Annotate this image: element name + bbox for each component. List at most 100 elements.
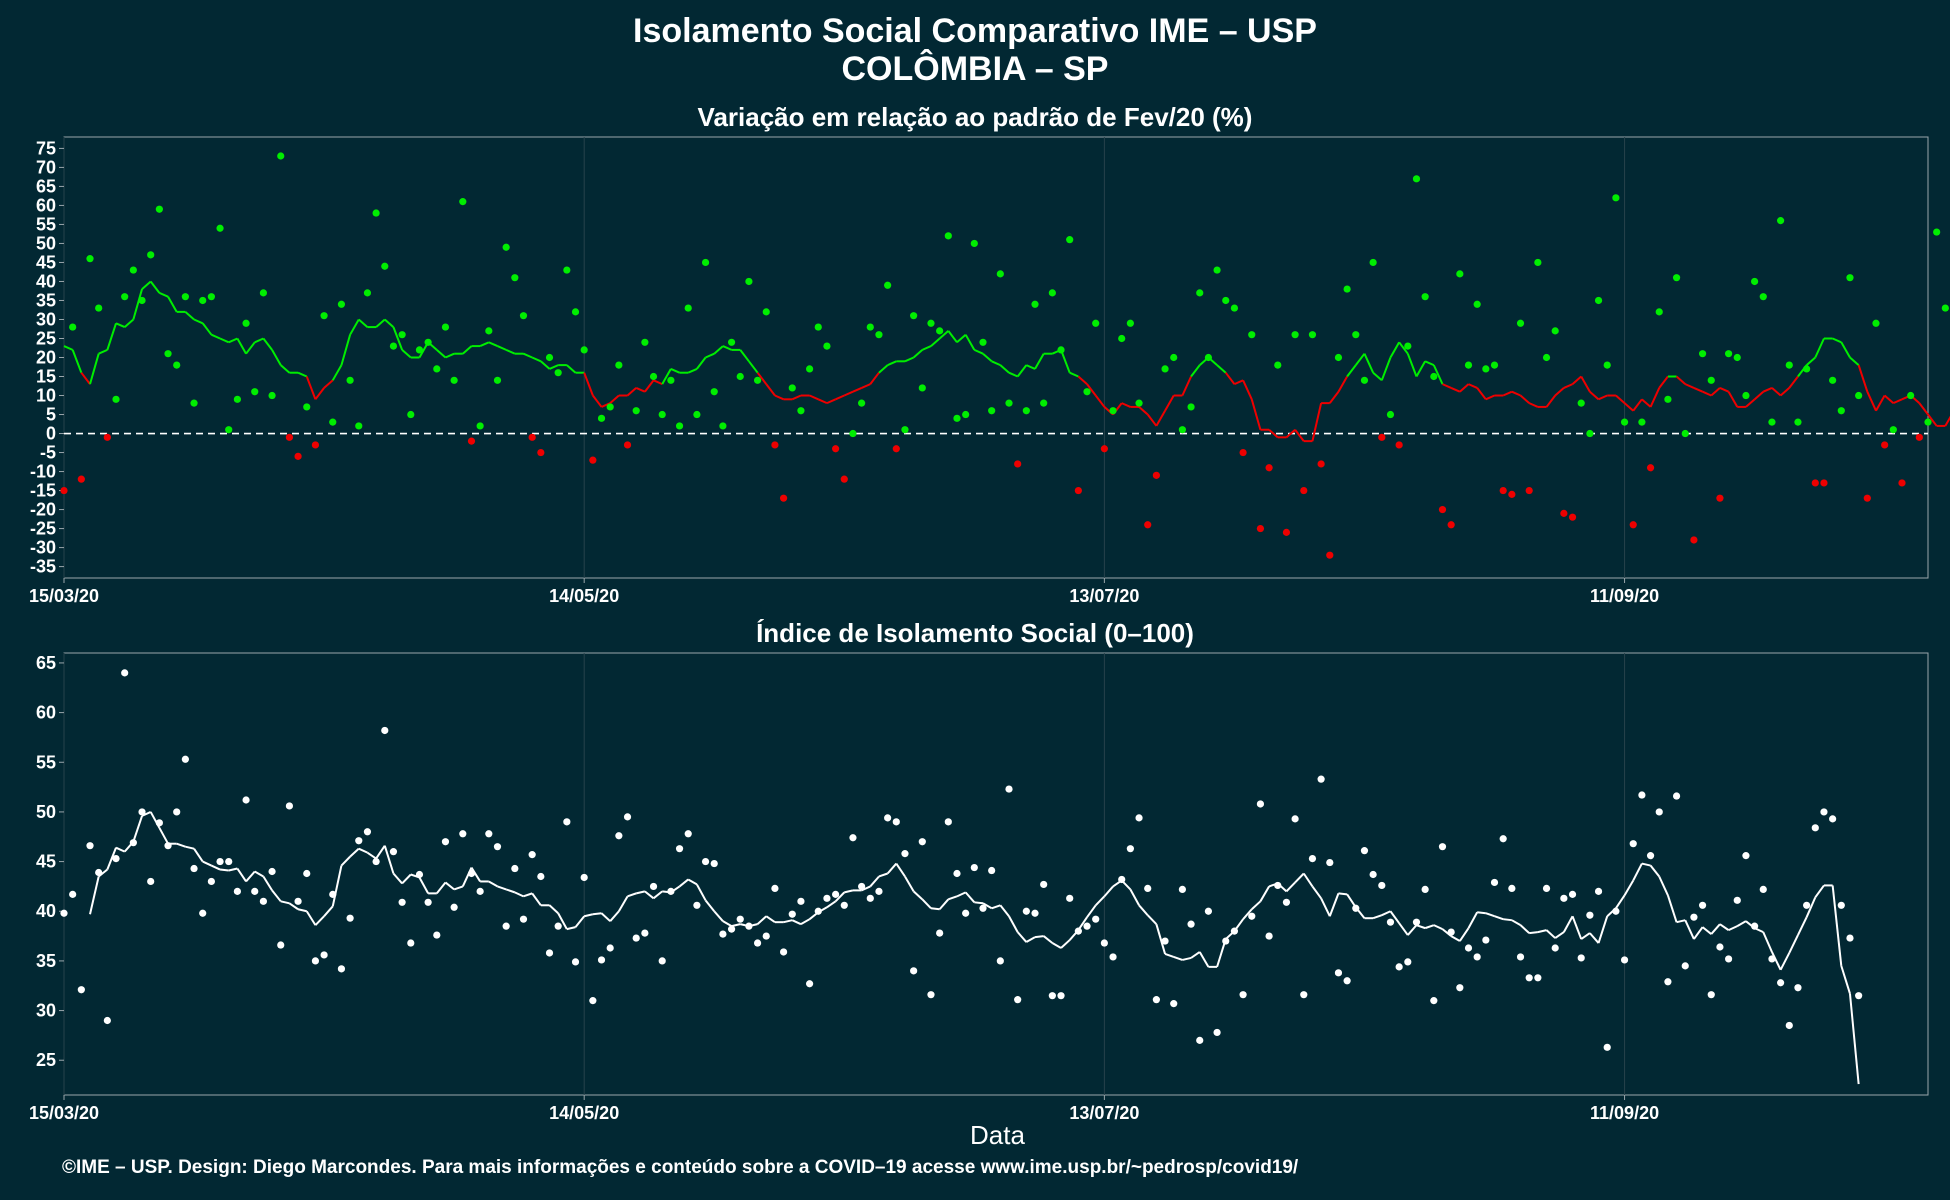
rolling-line-segment xyxy=(765,915,776,923)
rolling-line-segment xyxy=(1389,341,1401,358)
rolling-line-segment xyxy=(964,334,976,351)
y-tick-label: 75 xyxy=(36,138,56,158)
data-point xyxy=(684,304,692,312)
rolling-line-segment xyxy=(98,348,108,355)
rolling-line-segment xyxy=(921,345,932,351)
data-point xyxy=(233,395,241,403)
rolling-line-segment xyxy=(176,842,186,848)
data-point xyxy=(1482,936,1490,944)
data-point xyxy=(1612,194,1620,202)
rolling-line-segment xyxy=(1442,383,1452,389)
rolling-line-segment xyxy=(1814,338,1825,358)
rolling-line-segment xyxy=(1485,912,1495,918)
data-point xyxy=(1855,391,1863,400)
data-point xyxy=(1560,509,1568,517)
rolling-line-segment xyxy=(401,349,412,359)
data-point xyxy=(268,867,276,876)
data-point xyxy=(103,433,111,441)
rolling-line-segment xyxy=(1719,923,1730,931)
rolling-line-segment xyxy=(505,888,516,894)
data-point xyxy=(545,353,554,362)
data-point xyxy=(1568,890,1577,898)
rolling-line-segment xyxy=(1294,872,1305,884)
data-point xyxy=(199,909,207,917)
rolling-line-segment xyxy=(1346,364,1357,378)
rolling-line-segment xyxy=(1649,387,1661,408)
rolling-line-segment xyxy=(1086,383,1097,397)
rolling-line-segment xyxy=(331,865,343,907)
data-point xyxy=(927,991,935,999)
rolling-line-segment xyxy=(1407,924,1418,936)
rolling-line-segment xyxy=(1381,910,1391,917)
data-point xyxy=(910,312,918,320)
rolling-line-segment xyxy=(1008,371,1019,378)
data-point xyxy=(216,224,224,232)
data-point xyxy=(1516,953,1525,961)
data-point xyxy=(1118,875,1126,884)
data-point xyxy=(1742,852,1750,860)
data-point xyxy=(1057,346,1065,354)
rolling-line-segment xyxy=(488,341,498,348)
data-point xyxy=(389,848,398,856)
data-point xyxy=(1560,894,1568,902)
rolling-line-segment xyxy=(63,345,74,351)
data-point xyxy=(1066,894,1074,902)
data-point xyxy=(1326,858,1334,867)
rolling-line-segment xyxy=(635,386,646,393)
rolling-line-segment xyxy=(722,920,733,928)
data-point xyxy=(207,877,215,886)
data-point xyxy=(1664,978,1672,986)
rolling-line-segment xyxy=(1641,862,1651,867)
rolling-line-segment xyxy=(1615,394,1626,404)
data-point xyxy=(1022,407,1030,415)
rolling-line-segment xyxy=(1554,931,1565,939)
data-point xyxy=(1777,979,1785,987)
rolling-line-segment xyxy=(1589,390,1600,401)
data-point xyxy=(918,384,926,392)
data-point xyxy=(875,331,883,339)
data-point xyxy=(1196,1036,1204,1044)
data-point xyxy=(719,930,727,938)
rolling-line-segment xyxy=(1363,353,1375,374)
data-point xyxy=(467,437,476,445)
data-point xyxy=(779,948,788,956)
rolling-line-segment xyxy=(999,904,1010,917)
data-point xyxy=(407,939,415,947)
rolling-line-segment xyxy=(228,337,238,344)
data-point xyxy=(459,198,467,206)
rolling-line-segment xyxy=(305,910,317,926)
data-point xyxy=(381,262,389,270)
data-point xyxy=(303,403,311,411)
rolling-line-segment xyxy=(1234,379,1244,386)
data-point xyxy=(441,323,450,331)
data-point xyxy=(866,323,874,331)
rolling-line-segment xyxy=(1302,872,1314,887)
data-point xyxy=(1369,258,1377,267)
data-point xyxy=(1603,361,1611,369)
data-point xyxy=(832,445,840,453)
x-axis-title: Data xyxy=(970,1120,1025,1150)
rolling-line-segment xyxy=(1025,364,1036,370)
data-point xyxy=(1239,991,1247,999)
rolling-line-segment xyxy=(1433,924,1443,931)
data-point xyxy=(1941,304,1949,312)
data-point xyxy=(537,448,545,457)
data-point xyxy=(216,857,224,866)
rolling-line-segment xyxy=(861,885,871,892)
rolling-line-segment xyxy=(1918,402,1929,416)
rolling-line-segment xyxy=(1719,386,1729,393)
data-point xyxy=(1022,907,1030,915)
rolling-line-segment xyxy=(852,386,863,393)
rolling-line-segment xyxy=(912,349,923,359)
rolling-line-segment xyxy=(1016,931,1028,943)
rolling-line-segment xyxy=(1832,337,1842,344)
rolling-line-segment xyxy=(236,867,247,883)
rolling-line-segment xyxy=(375,318,386,328)
rolling-line-segment xyxy=(800,918,811,926)
rolling-line-segment xyxy=(791,919,802,926)
data-point xyxy=(840,901,848,909)
rolling-line-segment xyxy=(861,383,871,389)
rolling-line-segment xyxy=(1328,391,1340,404)
rolling-line-segment xyxy=(869,875,880,888)
